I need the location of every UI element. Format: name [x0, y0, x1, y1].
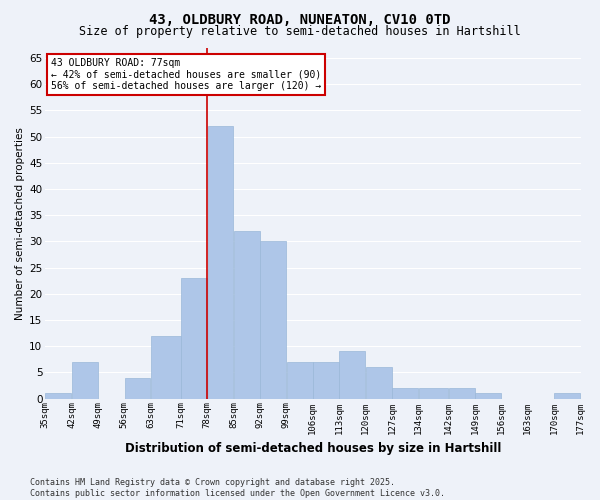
- Bar: [125, 378, 151, 398]
- Text: 43 OLDBURY ROAD: 77sqm
← 42% of semi-detached houses are smaller (90)
56% of sem: 43 OLDBURY ROAD: 77sqm ← 42% of semi-det…: [50, 58, 321, 91]
- X-axis label: Distribution of semi-detached houses by size in Hartshill: Distribution of semi-detached houses by …: [125, 442, 501, 455]
- Y-axis label: Number of semi-detached properties: Number of semi-detached properties: [15, 126, 25, 320]
- Bar: [46, 394, 71, 398]
- Bar: [449, 388, 475, 398]
- Bar: [181, 278, 207, 398]
- Text: 43, OLDBURY ROAD, NUNEATON, CV10 0TD: 43, OLDBURY ROAD, NUNEATON, CV10 0TD: [149, 12, 451, 26]
- Bar: [366, 367, 392, 398]
- Bar: [554, 394, 580, 398]
- Bar: [151, 336, 181, 398]
- Text: Size of property relative to semi-detached houses in Hartshill: Size of property relative to semi-detach…: [79, 25, 521, 38]
- Bar: [392, 388, 418, 398]
- Bar: [208, 126, 233, 398]
- Bar: [313, 362, 339, 399]
- Bar: [340, 352, 365, 399]
- Text: Contains HM Land Registry data © Crown copyright and database right 2025.
Contai: Contains HM Land Registry data © Crown c…: [30, 478, 445, 498]
- Bar: [419, 388, 448, 398]
- Bar: [287, 362, 313, 399]
- Bar: [260, 242, 286, 398]
- Bar: [475, 394, 501, 398]
- Bar: [234, 231, 260, 398]
- Bar: [72, 362, 98, 399]
